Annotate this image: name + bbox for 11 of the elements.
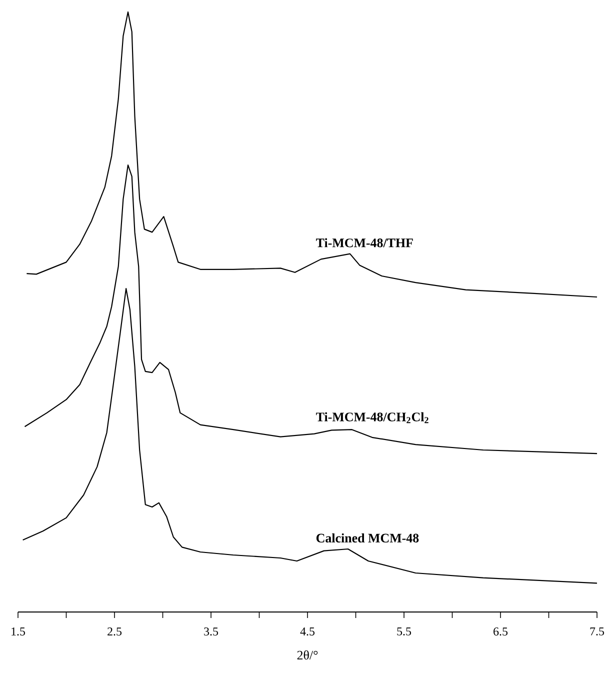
x-tick-label: 2.5: [108, 627, 122, 636]
x-tick-label: 3.5: [204, 627, 218, 636]
series-label: Ti-MCM-48/CH$_{2}$Cl$_{2}$: [316, 412, 428, 424]
x-tick-label: 5.5: [397, 627, 412, 636]
x-tick-label: 1.5: [12, 627, 26, 636]
x-tick-label: 7.5: [590, 627, 604, 636]
series-label: Ti-MCM-48/THF: [316, 238, 413, 248]
x-tick-label: 4.5: [300, 627, 315, 636]
series-label: Calcined MCM-48: [316, 533, 419, 542]
x-axis-title: 2θ/°: [297, 650, 318, 660]
x-tick-label: 6.5: [494, 627, 508, 636]
